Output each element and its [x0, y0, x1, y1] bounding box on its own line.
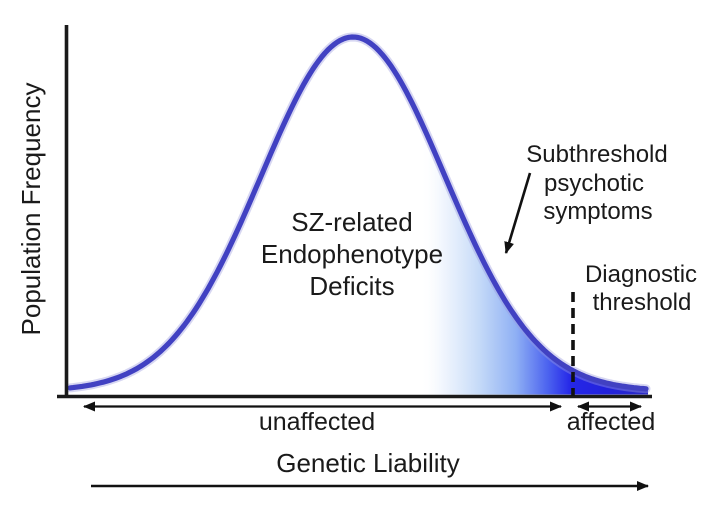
unaffected-label: unaffected: [259, 408, 375, 436]
bell-curve: [67, 34, 649, 392]
subthreshold-tail-gradient-fill: [420, 119, 648, 395]
affected-label: affected: [567, 408, 656, 436]
diagnostic-label-line-1: Diagnostic: [585, 261, 697, 288]
subthreshold-label-line-2: psychotic: [544, 170, 644, 197]
x-axis-title: Genetic Liability: [276, 448, 460, 478]
subthreshold-annotation-arrow: [504, 172, 532, 254]
subthreshold-label-line-3: symptoms: [543, 198, 652, 225]
y-axis-title: Population Frequency: [16, 83, 46, 336]
curve-label-line-2: Endophenotype: [261, 239, 443, 269]
diagnostic-label-line-2: threshold: [593, 289, 692, 316]
curve-label-line-3: Deficits: [309, 271, 394, 301]
subthreshold-label-line-1: Subthreshold: [526, 141, 667, 168]
curve-label-line-1: SZ-related: [291, 207, 412, 237]
